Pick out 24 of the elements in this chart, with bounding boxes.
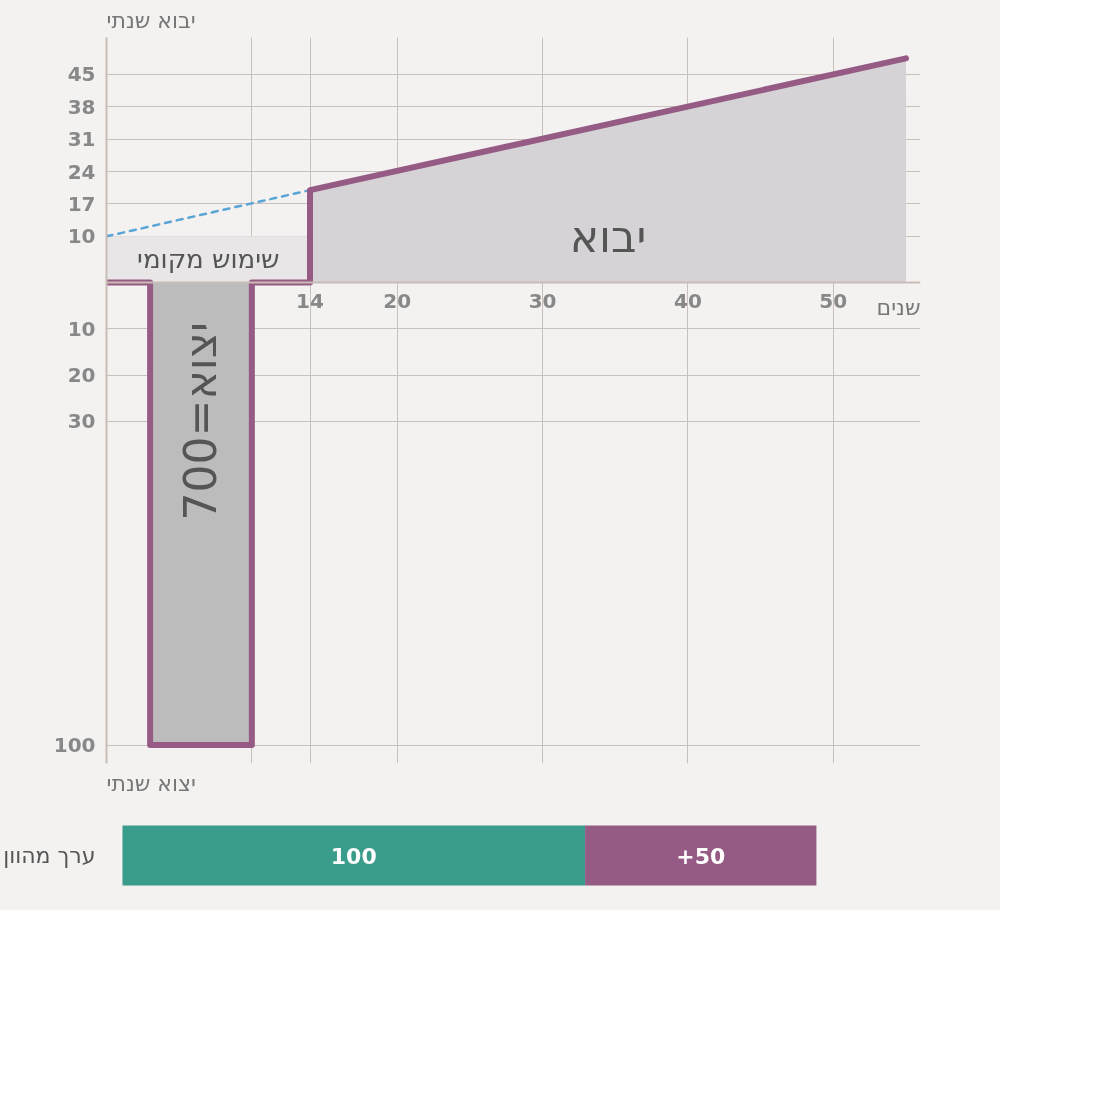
y-tick-label: 100 xyxy=(53,733,96,757)
y-tick-label: ערך מהוון xyxy=(3,843,96,868)
data-label: 100 xyxy=(330,843,377,869)
y-tick-label: 45 xyxy=(67,62,96,87)
x-tick-label: 14 xyxy=(296,288,324,313)
x-tick-label: 50 xyxy=(819,288,848,313)
y-axis-title: יבוא שנתי xyxy=(106,7,196,33)
annotation: יבוא xyxy=(569,210,647,262)
x-tick-label: 30 xyxy=(528,288,557,313)
x-tick-label: 20 xyxy=(383,288,412,313)
annotation: שימוש מקומי xyxy=(137,244,280,275)
y-tick-label: 10 xyxy=(67,224,96,249)
y-tick-label: 10 xyxy=(67,316,96,341)
annotation: יצוא שנתי xyxy=(106,770,196,796)
y-tick-label: 17 xyxy=(67,191,96,216)
y-tick-label: 31 xyxy=(67,127,96,152)
y-tick-label: 38 xyxy=(67,94,96,119)
x-axis-title: שנים xyxy=(876,294,921,320)
y-tick-label: 30 xyxy=(67,409,96,434)
y-tick-label: 24 xyxy=(67,159,96,184)
y-tick-label: 20 xyxy=(67,363,96,388)
x-tick-label: 40 xyxy=(674,288,702,313)
data-label: +50 xyxy=(676,843,726,869)
annotation: יצוא=700 xyxy=(175,322,227,521)
